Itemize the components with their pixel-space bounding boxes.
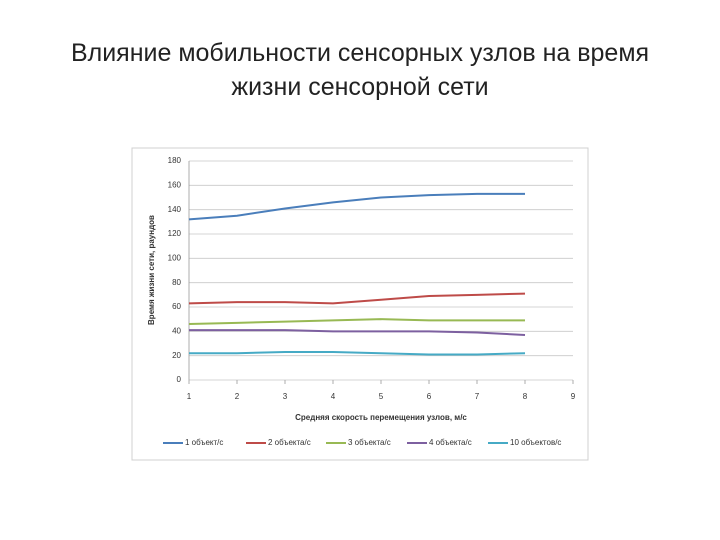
legend-label: 2 объекта/с xyxy=(268,438,311,447)
legend-label: 3 объекта/с xyxy=(348,438,391,447)
x-tick-label: 8 xyxy=(523,392,528,401)
legend-label: 1 объект/с xyxy=(185,438,223,447)
x-tick-label: 5 xyxy=(379,392,384,401)
series-line xyxy=(188,192,525,221)
y-tick-label: 120 xyxy=(168,229,182,238)
x-tick-label: 2 xyxy=(235,392,240,401)
x-tick-label: 1 xyxy=(187,392,192,401)
chart-title: Влияние мобильности сенсорных узлов на в… xyxy=(70,39,650,101)
y-tick-label: 80 xyxy=(172,278,181,287)
series-line xyxy=(188,318,525,326)
series-line xyxy=(188,292,526,305)
y-tick-label: 160 xyxy=(168,180,182,189)
series-line xyxy=(189,329,526,336)
y-tick-label: 40 xyxy=(172,326,181,335)
y-tick-label: 20 xyxy=(172,351,181,360)
x-tick-label: 9 xyxy=(571,392,576,401)
legend-label: 4 объекта/с xyxy=(429,438,472,447)
y-tick-label: 140 xyxy=(168,205,182,214)
x-tick-label: 4 xyxy=(331,392,336,401)
y-tick-label: 0 xyxy=(177,375,182,384)
series-line xyxy=(189,351,526,356)
y-tick-label: 100 xyxy=(168,253,182,262)
legend-label: 10 объектов/с xyxy=(510,438,561,447)
x-tick-label: 7 xyxy=(475,392,480,401)
y-axis-label: Время жизни сети, раундов xyxy=(147,215,156,325)
x-tick-label: 6 xyxy=(427,392,432,401)
y-tick-label: 180 xyxy=(168,156,182,165)
x-axis-label: Средняя скорость перемещения узлов, м/с xyxy=(295,413,467,422)
y-tick-label: 60 xyxy=(172,302,181,311)
x-tick-label: 3 xyxy=(283,392,288,401)
